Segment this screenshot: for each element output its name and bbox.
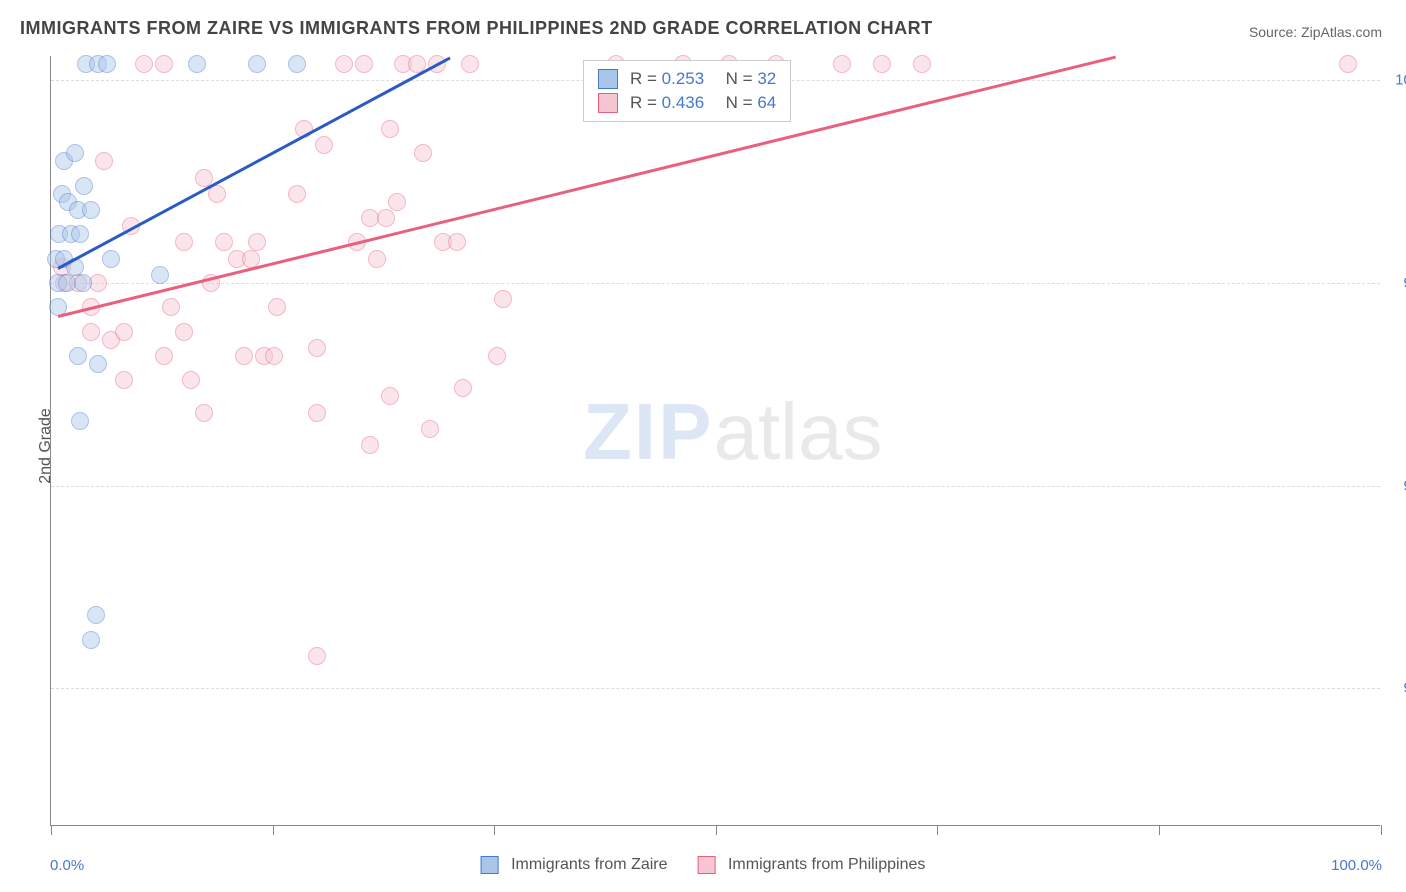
data-point [82, 323, 100, 341]
legend-row: R = 0.436 N = 64 [598, 91, 776, 115]
data-point [368, 250, 386, 268]
x-tick [273, 825, 274, 835]
data-point [361, 436, 379, 454]
data-point [175, 323, 193, 341]
data-point [66, 144, 84, 162]
data-point [873, 55, 891, 73]
data-point [95, 152, 113, 170]
gridline [51, 486, 1380, 487]
data-point [388, 193, 406, 211]
x-tick [1381, 825, 1382, 835]
gridline [51, 283, 1380, 284]
watermark: ZIPatlas [583, 386, 882, 478]
x-tick [494, 825, 495, 835]
data-point [89, 355, 107, 373]
data-point [355, 55, 373, 73]
data-point [155, 347, 173, 365]
data-point [115, 323, 133, 341]
data-point [448, 233, 466, 251]
legend-swatch-zaire [481, 856, 499, 874]
legend-n-label: N = 32 [716, 69, 776, 89]
legend-item-philippines: Immigrants from Philippines [698, 856, 926, 874]
data-point [1339, 55, 1357, 73]
data-point [102, 250, 120, 268]
data-point [315, 136, 333, 154]
legend-r-label: R = 0.253 [630, 69, 704, 89]
data-point [461, 55, 479, 73]
legend-label-philippines: Immigrants from Philippines [728, 856, 925, 873]
data-point [235, 347, 253, 365]
data-point [335, 55, 353, 73]
data-point [381, 120, 399, 138]
chart-title: IMMIGRANTS FROM ZAIRE VS IMMIGRANTS FROM… [20, 18, 933, 39]
data-point [135, 55, 153, 73]
data-point [288, 185, 306, 203]
data-point [162, 298, 180, 316]
data-point [155, 55, 173, 73]
data-point [151, 266, 169, 284]
data-point [71, 412, 89, 430]
legend-item-zaire: Immigrants from Zaire [481, 856, 668, 874]
x-tick [937, 825, 938, 835]
data-point [308, 647, 326, 665]
x-tick [716, 825, 717, 835]
x-axis-max-label: 100.0% [1331, 857, 1382, 874]
data-point [265, 347, 283, 365]
data-point [175, 233, 193, 251]
data-point [488, 347, 506, 365]
data-point [268, 298, 286, 316]
legend-r-label: R = 0.436 [630, 93, 704, 113]
data-point [215, 233, 233, 251]
data-point [87, 606, 105, 624]
source-attribution: Source: ZipAtlas.com [1249, 24, 1382, 40]
data-point [74, 274, 92, 292]
data-point [115, 371, 133, 389]
correlation-legend: R = 0.253 N = 32R = 0.436 N = 64 [583, 60, 791, 122]
data-point [308, 339, 326, 357]
legend-row: R = 0.253 N = 32 [598, 67, 776, 91]
gridline [51, 688, 1380, 689]
data-point [195, 404, 213, 422]
data-point [421, 420, 439, 438]
data-point [381, 387, 399, 405]
data-point [913, 55, 931, 73]
data-point [248, 55, 266, 73]
data-point [454, 379, 472, 397]
data-point [98, 55, 116, 73]
data-point [71, 225, 89, 243]
legend-n-label: N = 64 [716, 93, 776, 113]
scatter-plot-area: 92.5%95.0%97.5%100.0%ZIPatlasR = 0.253 N… [50, 56, 1380, 826]
x-tick [51, 825, 52, 835]
data-point [242, 250, 260, 268]
data-point [82, 631, 100, 649]
x-tick [1159, 825, 1160, 835]
data-point [75, 177, 93, 195]
data-point [69, 347, 87, 365]
x-axis-min-label: 0.0% [50, 857, 84, 874]
legend-swatch-philippines [698, 856, 716, 874]
data-point [833, 55, 851, 73]
y-tick-label: 100.0% [1395, 72, 1406, 89]
data-point [82, 201, 100, 219]
legend-bottom: Immigrants from Zaire Immigrants from Ph… [481, 856, 926, 874]
data-point [414, 144, 432, 162]
data-point [377, 209, 395, 227]
data-point [308, 404, 326, 422]
data-point [494, 290, 512, 308]
legend-swatch [598, 69, 618, 89]
data-point [188, 55, 206, 73]
data-point [288, 55, 306, 73]
legend-swatch [598, 93, 618, 113]
legend-label-zaire: Immigrants from Zaire [511, 856, 667, 873]
data-point [182, 371, 200, 389]
